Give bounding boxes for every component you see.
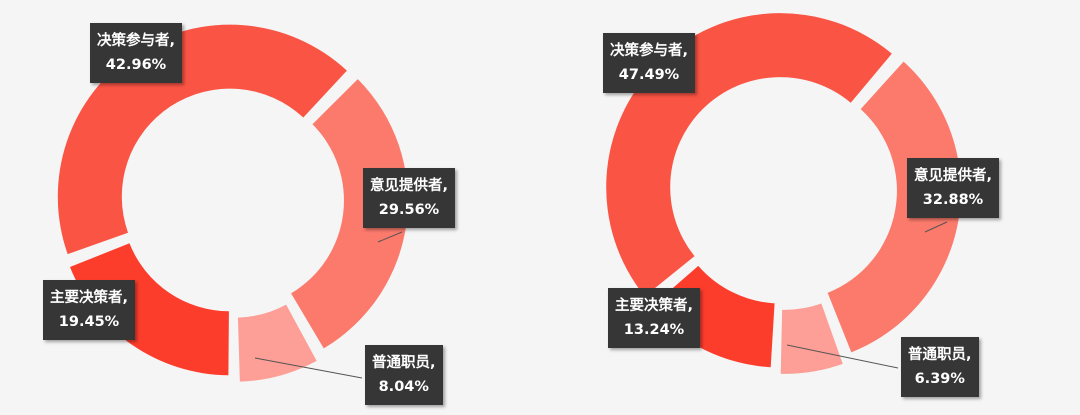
label-left-main-decision-maker: 主要决策者, 19.45%	[43, 280, 136, 340]
label-left-ordinary-staff: 普通职员, 8.04%	[365, 345, 443, 405]
label-value: 32.88%	[922, 192, 984, 208]
label-right-opinion-provider: 意见提供者, 32.88%	[907, 158, 1000, 218]
label-right-decision-participant: 决策参与者, 47.49%	[603, 33, 696, 93]
label-right-main-decision-maker: 主要决策者, 13.24%	[608, 288, 701, 348]
label-name: 决策参与者,	[97, 33, 176, 49]
donut-slice-left-ordinary-staff	[237, 304, 317, 382]
label-value: 13.24%	[623, 322, 685, 338]
leader-line-left-0	[377, 231, 403, 243]
leader-line-left-1	[254, 357, 363, 379]
label-name: 普通职员,	[372, 355, 436, 371]
label-name: 意见提供者,	[914, 168, 993, 184]
label-value: 47.49%	[618, 67, 680, 83]
donut-slice-right-ordinary-staff	[780, 303, 843, 374]
label-name: 意见提供者,	[370, 178, 449, 194]
label-name: 主要决策者,	[50, 290, 129, 306]
label-name: 主要决策者,	[615, 298, 694, 314]
label-name: 普通职员,	[908, 347, 972, 363]
label-value: 42.96%	[105, 57, 167, 73]
label-value: 8.04%	[378, 379, 429, 395]
donut-slice-left-opinion-provider	[291, 79, 408, 349]
label-left-opinion-provider: 意见提供者, 29.56%	[363, 168, 456, 228]
label-value: 6.39%	[914, 371, 965, 387]
leader-line-right-0	[924, 221, 948, 233]
label-value: 29.56%	[378, 202, 440, 218]
label-name: 决策参与者,	[610, 43, 689, 59]
label-left-decision-participant: 决策参与者, 42.96%	[90, 23, 183, 83]
donut-slice-left-main-decision-maker	[69, 243, 229, 376]
leader-line-right-1	[786, 344, 899, 369]
label-right-ordinary-staff: 普通职员, 6.39%	[901, 337, 979, 397]
label-value: 19.45%	[58, 314, 120, 330]
donut-slice-right-opinion-provider	[827, 61, 961, 353]
